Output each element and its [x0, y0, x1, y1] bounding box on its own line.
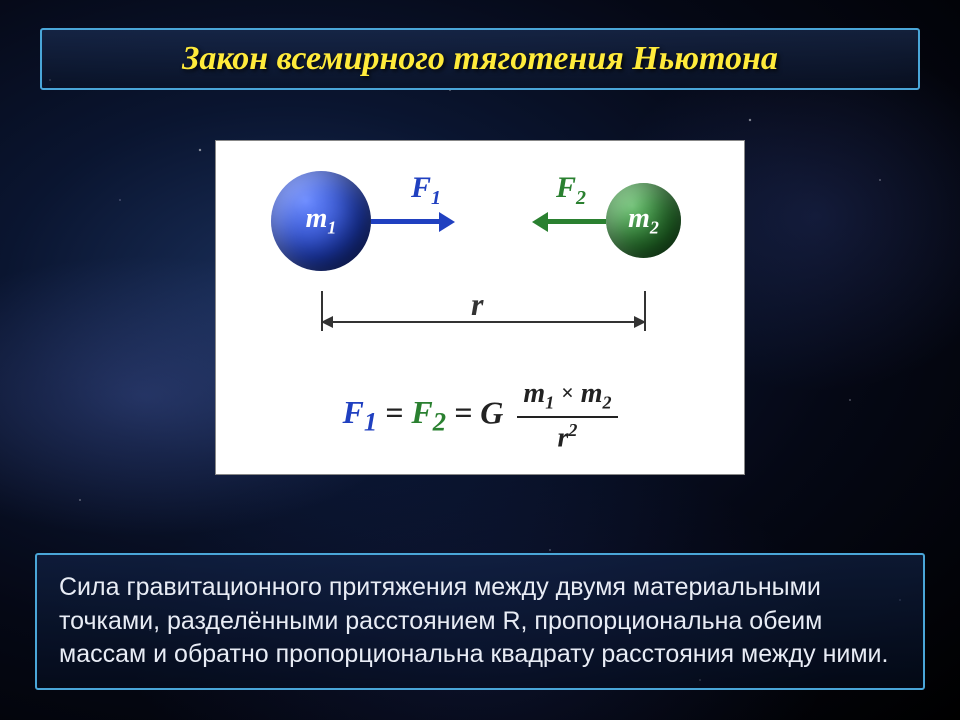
- mass-sphere-2: m2: [606, 183, 681, 258]
- force-2-label: F2: [556, 171, 586, 210]
- formula-G: G: [480, 394, 503, 430]
- force-1-label: F1: [411, 171, 441, 210]
- distance-line: [321, 321, 646, 323]
- gravity-formula: F1 = F2 = G m1 × m2 r2: [216, 378, 744, 454]
- formula-f1: F1: [342, 394, 377, 430]
- title-text: Закон всемирного тяготения Ньютона: [182, 40, 778, 77]
- formula-f2: F2: [411, 394, 446, 430]
- force-arrow-1: [371, 219, 441, 224]
- formula-denominator: r2: [517, 418, 617, 454]
- mass-1-label: m1: [306, 203, 337, 239]
- distance-arrow-left: [321, 316, 333, 328]
- formula-fraction: m1 × m2 r2: [517, 378, 617, 454]
- description-text: Сила гравитационного притяжения между дв…: [59, 573, 888, 669]
- title-box: Закон всемирного тяготения Ньютона: [40, 28, 920, 90]
- gravity-diagram: m1 m2 F1 F2 r F1 = F2 = G m1 × m2: [215, 140, 745, 475]
- force-arrow-2: [546, 219, 606, 224]
- formula-eq2: =: [454, 394, 480, 430]
- formula-eq1: =: [385, 394, 411, 430]
- mass-sphere-1: m1: [271, 171, 371, 271]
- distance-arrow-right: [634, 316, 646, 328]
- distance-label: r: [471, 286, 483, 323]
- mass-2-label: m2: [628, 203, 659, 239]
- formula-numerator: m1 × m2: [517, 378, 617, 418]
- description-box: Сила гравитационного притяжения между дв…: [35, 553, 925, 690]
